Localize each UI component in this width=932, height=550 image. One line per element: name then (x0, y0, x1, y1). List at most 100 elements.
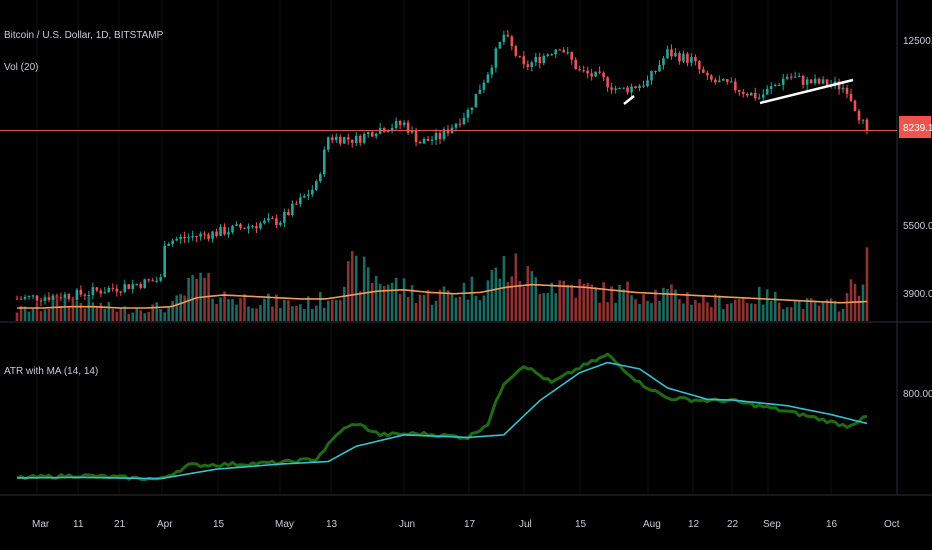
candle-body (203, 233, 206, 235)
candle-body (87, 295, 91, 297)
candle-body (865, 119, 869, 131)
volume-bar (566, 284, 570, 321)
time-axis[interactable]: Mar 11 21 Apr 15 May 13 Jun 17 Jul 15 Au… (32, 519, 900, 530)
volume-bar (602, 282, 605, 321)
volume-bar (606, 301, 609, 321)
volume-bar (801, 309, 805, 321)
candle-body (15, 298, 19, 300)
candle-body (841, 87, 845, 90)
candle-body (319, 174, 322, 182)
candle-body (107, 288, 111, 293)
volume-bar (841, 308, 845, 321)
volume-bar (769, 300, 773, 321)
candle-body (813, 78, 817, 84)
candle-body (223, 226, 226, 235)
volume-bar (462, 282, 466, 321)
volume-bar (311, 308, 314, 321)
volume-bar (195, 278, 198, 321)
volume-bar (418, 294, 422, 321)
trendline-drawing[interactable] (759, 78, 854, 105)
candle-body (127, 284, 131, 289)
volume-bar (119, 308, 123, 321)
candle-body (805, 79, 809, 85)
candle-body (566, 52, 570, 54)
atr-pane[interactable] (16, 352, 868, 482)
candle-body (231, 225, 234, 233)
volume-bar (582, 283, 585, 321)
volume-bar (267, 293, 270, 321)
volume-bar (458, 296, 462, 321)
candle-body (530, 62, 534, 68)
candle-body (578, 69, 581, 71)
candle-body (570, 52, 573, 60)
volume-bar (55, 296, 59, 321)
volume-bar (849, 279, 853, 321)
trendline-drawing-small[interactable] (623, 95, 635, 105)
volume-legend[interactable]: Vol (20) (4, 62, 38, 73)
volume-bar (865, 247, 869, 321)
candle-body (398, 121, 402, 125)
candle-body (307, 194, 310, 196)
volume-bar (490, 269, 494, 321)
candle-body (757, 97, 761, 99)
volume-bar (741, 297, 745, 321)
volume-bar (761, 304, 765, 321)
volume-bar (797, 301, 801, 321)
volume-bar (757, 286, 761, 321)
volume-bar (346, 261, 350, 321)
volume-bar (526, 266, 530, 321)
candle-body (386, 130, 390, 133)
volume-bar (654, 289, 657, 321)
volume-bar (334, 299, 338, 321)
candle-body (694, 57, 697, 62)
price-pane[interactable] (15, 29, 869, 307)
candle-body (366, 132, 370, 134)
volume-bar (251, 308, 254, 321)
volume-bar (19, 305, 23, 321)
symbol-legend[interactable]: Bitcoin / U.S. Dollar, 1D, BITSTAMP (4, 30, 164, 41)
volume-bar (530, 271, 534, 321)
volume-bar (482, 295, 486, 321)
volume-bar (175, 295, 178, 321)
candle-body (514, 46, 518, 56)
volume-bar (765, 289, 769, 321)
candle-body (163, 245, 166, 278)
volume-bar (474, 295, 478, 321)
candle-body (414, 130, 418, 143)
volume-bar (466, 299, 470, 321)
volume-bar (554, 293, 558, 321)
candle-body (219, 226, 222, 236)
candle-body (59, 297, 63, 299)
volume-bar (749, 303, 753, 321)
volume-bar (43, 309, 47, 321)
candle-body (410, 130, 414, 133)
candle-body (478, 89, 482, 94)
candle-body (861, 119, 865, 121)
volume-bar (91, 302, 95, 321)
candle-body (730, 81, 733, 83)
volume-bar (558, 280, 562, 321)
volume-bar (326, 300, 330, 321)
volume-bar (63, 297, 67, 321)
volume-bar (781, 309, 785, 321)
volume-bar (39, 311, 43, 321)
candle-body (402, 122, 406, 125)
volume-bar (159, 308, 162, 321)
candle-body (119, 291, 123, 293)
volume-bar (315, 305, 318, 321)
candle-body (362, 133, 366, 143)
volume-bar (231, 299, 234, 321)
candle-body (79, 289, 83, 295)
atr-legend[interactable]: ATR with MA (14, 14) (4, 366, 98, 377)
candle-body (43, 297, 47, 301)
candle-body (741, 91, 745, 94)
candle-body (646, 80, 649, 87)
candle-body (35, 295, 39, 301)
candle-body (618, 88, 621, 90)
volume-bar (809, 298, 813, 321)
candle-body (833, 81, 837, 85)
candle-body (606, 77, 609, 88)
volume-bar (722, 309, 725, 321)
candle-body (167, 243, 170, 246)
